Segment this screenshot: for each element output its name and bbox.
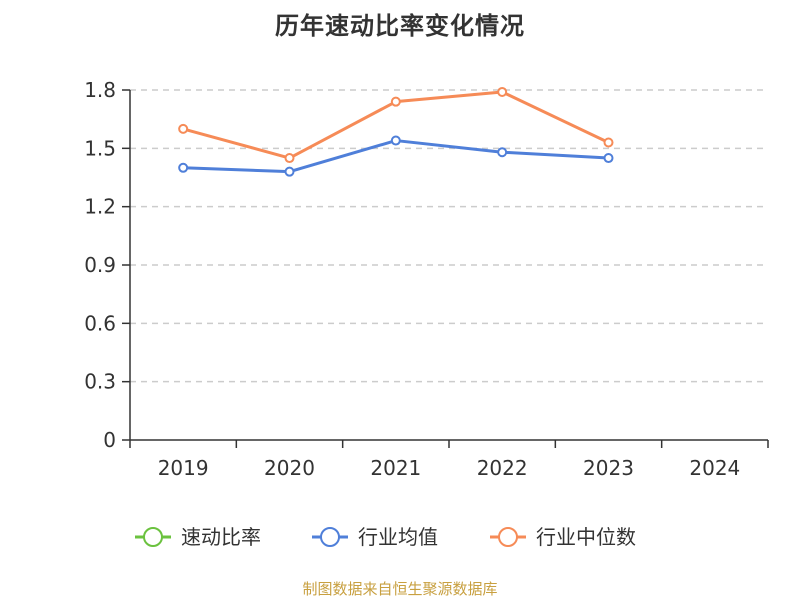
series-2: [178, 135, 614, 177]
legend-item[interactable]: 速动比率: [135, 525, 261, 549]
data-point[interactable]: [284, 153, 295, 164]
data-point[interactable]: [497, 147, 508, 158]
x-ticks: 2019 2020 2021 2022 2023 2024: [129, 440, 769, 480]
x-tick-label: 2020: [264, 456, 315, 480]
x-tick-label: 2022: [477, 456, 528, 480]
legend-marker-icon: [498, 527, 518, 547]
x-tick-label: 2021: [370, 456, 421, 480]
legend-marker-icon: [143, 527, 163, 547]
legend-label: 行业均值: [358, 525, 438, 549]
legend-label: 行业中位数: [536, 525, 636, 549]
data-point[interactable]: [497, 86, 508, 97]
grid-lines: [130, 89, 768, 383]
data-point[interactable]: [178, 123, 189, 134]
y-tick-label: 0.9: [84, 253, 116, 277]
x-tick-label: 2023: [583, 456, 634, 480]
legend-marker-icon: [320, 527, 340, 547]
y-tick-label: 0.6: [84, 311, 116, 335]
source-note: 制图数据来自恒生聚源数据库: [302, 580, 498, 598]
legend-label: 速动比率: [181, 525, 261, 549]
y-tick-label: 0: [103, 428, 116, 452]
series-3: [178, 86, 614, 164]
data-point[interactable]: [603, 137, 614, 148]
data-point[interactable]: [284, 166, 295, 177]
legend-item[interactable]: 行业中位数: [490, 525, 636, 549]
chart-title: 历年速动比率变化情况: [275, 12, 525, 40]
data-point[interactable]: [390, 96, 401, 107]
y-ticks: 0 0.3 0.6 0.9 1.2 1.5 1.8: [84, 78, 130, 452]
x-tick-label: 2019: [158, 456, 209, 480]
y-tick-label: 0.3: [84, 370, 116, 394]
series: [178, 86, 614, 177]
data-point[interactable]: [603, 153, 614, 164]
x-tick-label: 2024: [689, 456, 740, 480]
y-tick-label: 1.2: [84, 195, 116, 219]
data-point[interactable]: [390, 135, 401, 146]
legend: 速动比率 行业均值 行业中位数: [135, 525, 636, 549]
legend-item[interactable]: 行业均值: [312, 525, 438, 549]
y-tick-label: 1.8: [84, 78, 116, 102]
data-point[interactable]: [178, 162, 189, 173]
y-tick-label: 1.5: [84, 136, 116, 160]
